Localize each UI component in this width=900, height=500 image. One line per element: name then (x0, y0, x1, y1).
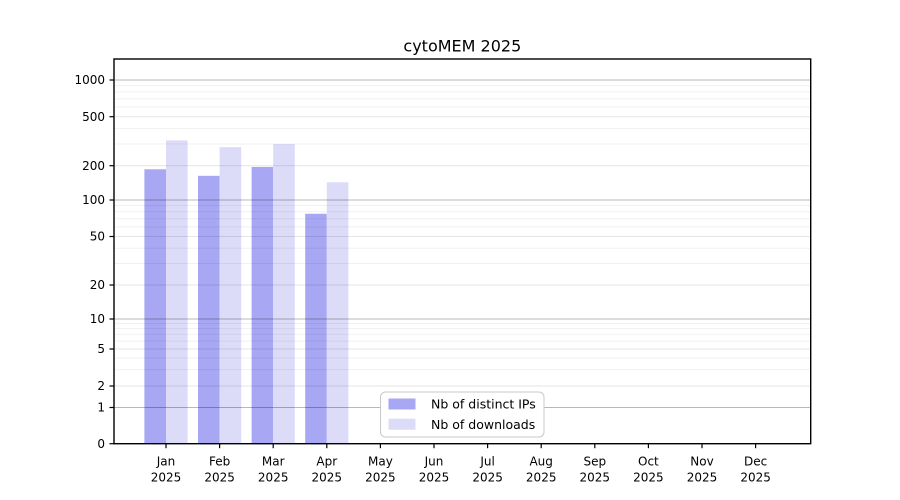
bar-downloads-mar (273, 144, 295, 444)
x-tick-label-month-jan: Jan (156, 455, 176, 469)
x-tick-label-month-may: May (368, 455, 393, 469)
x-tick-label-year-apr: 2025 (312, 471, 343, 485)
y-tick-label-100: 100 (82, 193, 105, 207)
x-tick-label-month-dec: Dec (744, 455, 767, 469)
x-tick-label-month-aug: Aug (529, 455, 552, 469)
plot-border (113, 58, 812, 445)
bar-distinct-ips-jan (144, 169, 166, 444)
x-tick-label-month-jul: Jul (479, 455, 494, 469)
x-tick-label-month-sep: Sep (583, 455, 606, 469)
x-tick-label-year-sep: 2025 (580, 471, 611, 485)
x-tick-label-month-apr: Apr (316, 455, 337, 469)
bars-group (144, 140, 349, 444)
x-tick-label-year-jan: 2025 (151, 471, 182, 485)
x-tick-label-month-nov: Nov (690, 455, 713, 469)
x-tick-label-year-jul: 2025 (472, 471, 503, 485)
y-tick-label-10: 10 (90, 312, 105, 326)
y-tick-label-0: 0 (97, 437, 105, 451)
y-axis: 0 1 2 5 10 20 50 100 200 500 1000 (74, 73, 114, 451)
x-tick-label-year-jun: 2025 (419, 471, 450, 485)
x-tick-label-year-nov: 2025 (687, 471, 718, 485)
x-tick-label-year-oct: 2025 (633, 471, 664, 485)
x-tick-label-year-feb: 2025 (204, 471, 235, 485)
x-tick-label-year-dec: 2025 (740, 471, 771, 485)
y-tick-label-50: 50 (90, 230, 105, 244)
bar-distinct-ips-feb (198, 175, 220, 444)
bar-downloads-feb (219, 147, 242, 444)
legend-label-downloads: Nb of downloads (431, 417, 535, 432)
x-tick-label-year-may: 2025 (365, 471, 396, 485)
bar-distinct-ips-apr (305, 213, 327, 444)
x-tick-label-month-oct: Oct (638, 455, 659, 469)
legend-label-distinct-ips: Nb of distinct IPs (431, 397, 536, 412)
gridlines (114, 79, 811, 409)
y-tick-label-1000: 1000 (74, 73, 105, 87)
chart-title: cytoMEM 2025 (403, 37, 521, 56)
y-tick-label-1: 1 (97, 401, 105, 415)
bar-distinct-ips-mar (251, 166, 274, 444)
x-tick-label-month-mar: Mar (262, 455, 285, 469)
x-tick-label-month-feb: Feb (209, 455, 230, 469)
y-tick-label-20: 20 (90, 278, 105, 292)
bar-downloads-apr (326, 182, 349, 444)
y-tick-label-500: 500 (82, 110, 105, 124)
legend: Nb of distinct IPs Nb of downloads (380, 391, 545, 438)
y-tick-label-5: 5 (97, 342, 105, 356)
x-axis: Jan 2025 Feb 2025 Mar 2025 Apr 2025 May 2025 Jun 20… (151, 443, 771, 485)
legend-box (380, 391, 545, 438)
y-tick-label-200: 200 (82, 159, 105, 173)
legend-swatch-downloads (388, 418, 416, 430)
legend-swatch-distinct-ips (388, 398, 416, 410)
x-tick-label-year-mar: 2025 (258, 471, 289, 485)
y-tick-label-2: 2 (97, 379, 105, 393)
x-tick-label-year-aug: 2025 (526, 471, 557, 485)
x-tick-label-month-jun: Jun (424, 455, 444, 469)
bar-downloads-jan (166, 140, 188, 444)
